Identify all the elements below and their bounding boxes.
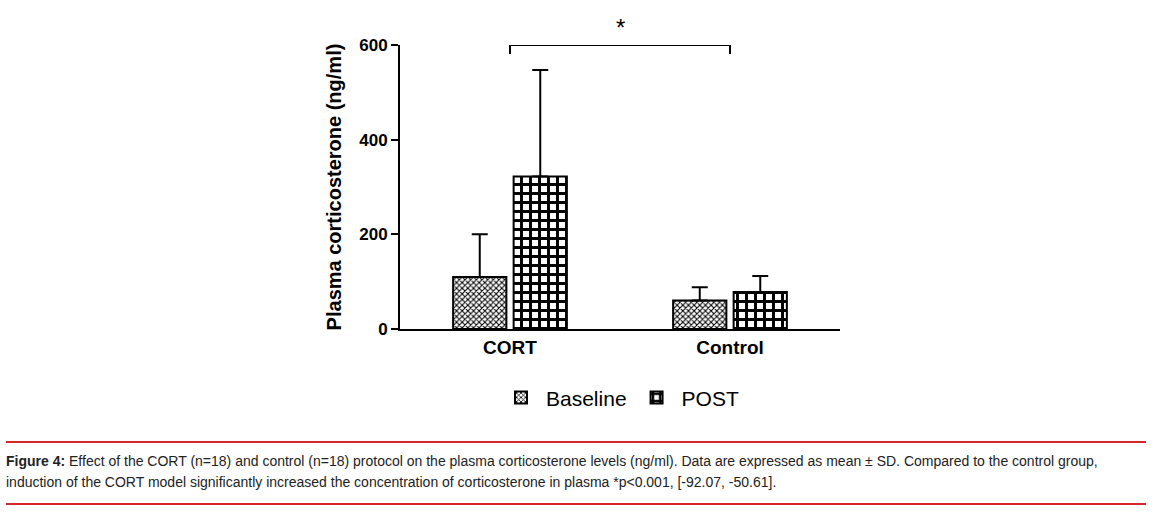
html-text:Figure 4: Effect of the CORT (: Figure 4: Effect of the CORT (n=18) and … <box>6 453 1098 490</box>
svg-text:Baseline: Baseline <box>546 387 627 410</box>
svg-text:CORT: CORT <box>483 337 537 358</box>
svg-text:0: 0 <box>378 320 387 339</box>
svg-text:400: 400 <box>359 131 387 150</box>
svg-text:POST: POST <box>682 387 739 410</box>
svg-text:Control: Control <box>696 337 764 358</box>
svg-text:Plasma corticosterone (ng/ml): Plasma corticosterone (ng/ml) <box>323 44 345 331</box>
svg-text:200: 200 <box>359 225 387 244</box>
svg-text:*: * <box>616 14 625 41</box>
svg-text:600: 600 <box>359 36 387 55</box>
